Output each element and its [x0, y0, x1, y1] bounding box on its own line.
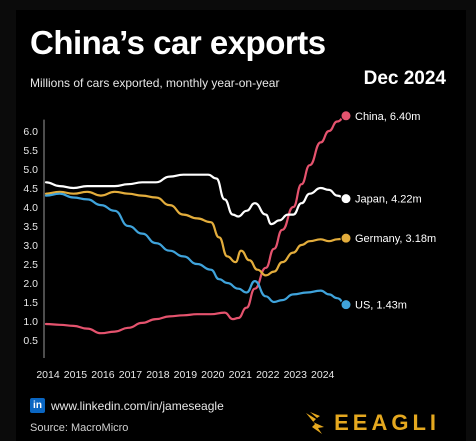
y-tick-label: 4.5 — [23, 183, 38, 195]
linkedin-icon: in — [30, 398, 45, 413]
y-tick-label: 2.0 — [23, 278, 38, 290]
y-tick-label: 1.5 — [23, 297, 38, 309]
series-end-marker-us — [340, 299, 352, 311]
x-tick-label: 2018 — [146, 369, 170, 381]
y-tick-label: 5.5 — [23, 145, 38, 157]
x-tick-label: 2020 — [201, 369, 225, 381]
y-tick-label: 3.5 — [23, 221, 38, 233]
x-tick-label: 2016 — [91, 369, 115, 381]
y-tick-label: 0.5 — [23, 335, 38, 347]
series-line-us — [44, 192, 348, 306]
y-tick-label: 5.0 — [23, 164, 38, 176]
x-tick-label: 2024 — [311, 369, 335, 381]
series-end-marker-china — [340, 110, 352, 122]
x-tick-label: 2023 — [284, 369, 308, 381]
series-line-germany — [44, 190, 348, 277]
series-end-label-germany: Germany, 3.18m — [355, 233, 436, 245]
eagle-icon — [306, 412, 325, 434]
series-layer — [44, 110, 352, 335]
series-end-label-japan: Japan, 4.22m — [355, 194, 422, 206]
series-end-label-us: US, 1.43m — [355, 300, 407, 312]
chart-subtitle: Millions of cars exported, monthly year-… — [30, 76, 280, 90]
linkedin-link[interactable]: in www.linkedin.com/in/jameseagle — [30, 398, 224, 413]
line-chart: 0.5 1.0 1.5 2.0 2.5 3.0 3.5 4.0 4.5 5.0 5.5 6.0 201… — [23, 110, 436, 381]
x-tick-label: 2017 — [119, 369, 143, 381]
end-label-layer: China, 6.40m Japan, 4.22m Germany, 3.18m US… — [355, 111, 436, 312]
infographic-card: China’s car exports Millions of cars exp… — [16, 10, 466, 441]
series-line-japan — [44, 173, 348, 226]
x-tick-label: 2015 — [64, 369, 88, 381]
x-tick-label: 2019 — [174, 369, 198, 381]
series-end-label-china: China, 6.40m — [355, 111, 420, 123]
page-title: China’s car exports — [30, 24, 326, 61]
series-line-china — [44, 114, 348, 335]
x-tick-label: 2014 — [36, 369, 60, 381]
date-label: Dec 2024 — [363, 68, 446, 89]
y-tick-label: 1.0 — [23, 316, 38, 328]
x-tick-label: 2022 — [256, 369, 280, 381]
y-tick-label: 3.0 — [23, 240, 38, 252]
x-axis: 2014 2015 2016 2017 2018 2019 2020 2021 2022 2023… — [36, 369, 334, 381]
x-tick-label: 2021 — [229, 369, 253, 381]
brand-name: EEAGLI — [334, 410, 440, 435]
y-tick-label: 4.0 — [23, 202, 38, 214]
brand-logo: EEAGLI — [304, 410, 440, 436]
series-end-marker-germany — [340, 232, 352, 244]
source-note: Source: MacroMicro — [30, 422, 129, 434]
linkedin-url[interactable]: www.linkedin.com/in/jameseagle — [51, 398, 224, 413]
y-axis: 0.5 1.0 1.5 2.0 2.5 3.0 3.5 4.0 4.5 5.0 5.5 6.0 — [23, 119, 45, 358]
y-tick-label: 6.0 — [23, 126, 38, 138]
y-tick-label: 2.5 — [23, 259, 38, 271]
series-end-marker-japan — [340, 193, 352, 205]
